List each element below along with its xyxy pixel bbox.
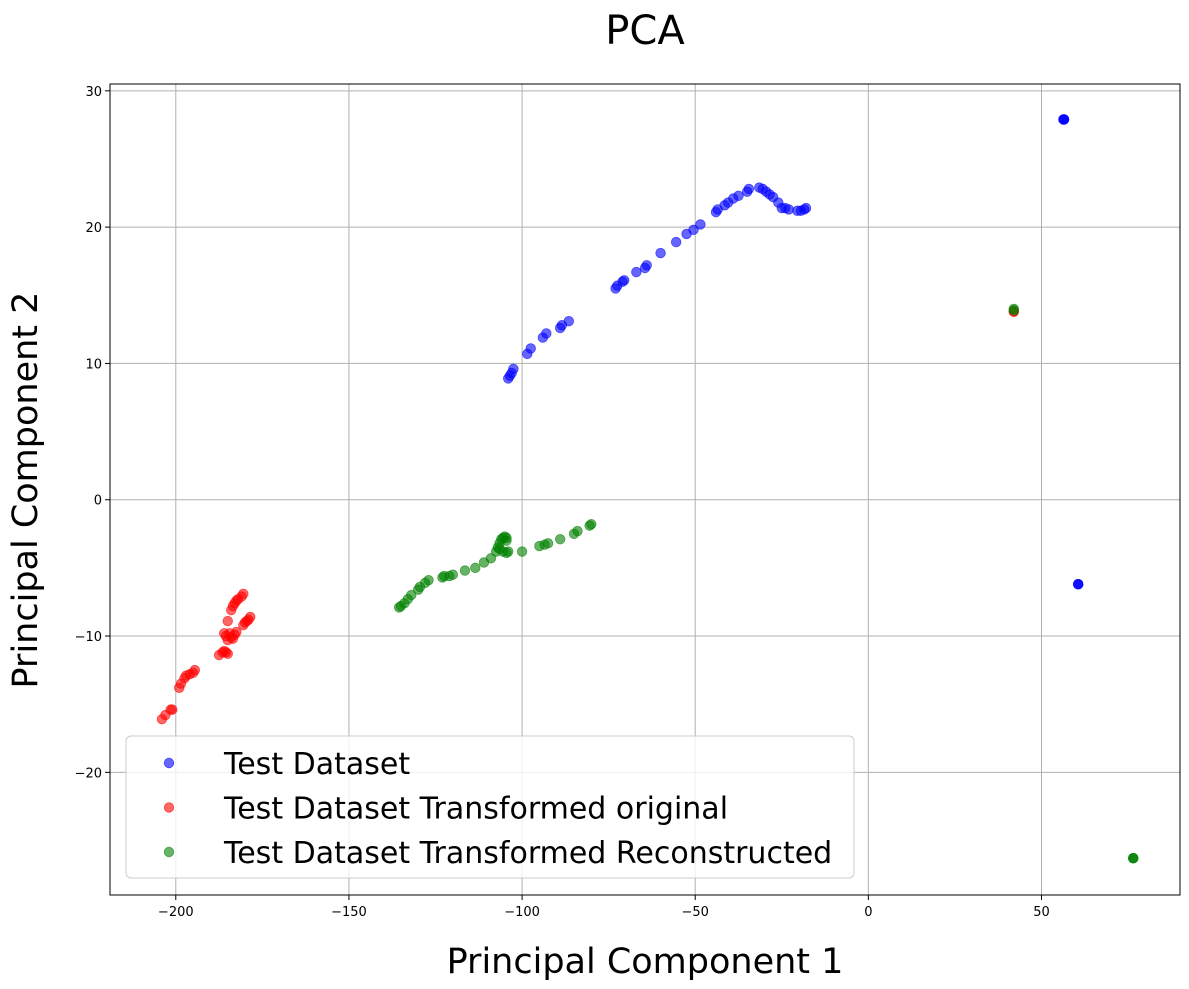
data-point (447, 569, 459, 580)
data-point (508, 363, 519, 375)
data-point (783, 204, 794, 215)
data-point (245, 611, 256, 623)
x-tick-label: 0 (864, 905, 872, 920)
data-point (222, 648, 233, 659)
legend-label: Test Dataset Transformed Reconstructed (223, 836, 832, 871)
data-point (733, 190, 744, 201)
legend-marker (163, 846, 175, 858)
legend-label: Test Dataset (223, 747, 410, 782)
data-point (554, 534, 566, 545)
data-point (1008, 303, 1019, 315)
x-tick-label: −50 (681, 905, 708, 920)
data-point (800, 202, 812, 214)
data-point (619, 275, 630, 286)
chart-title: PCA (605, 8, 685, 54)
plot-area-frame (109, 83, 1181, 896)
data-point (222, 615, 233, 627)
data-point (1128, 852, 1139, 864)
y-tick-label: 20 (85, 221, 102, 236)
y-tick-label: −20 (75, 766, 102, 781)
data-point (503, 546, 514, 557)
x-tick-label: −150 (331, 905, 367, 920)
legend-marker (163, 802, 175, 813)
data-point (231, 626, 242, 638)
data-point (459, 565, 471, 576)
data-point (501, 535, 512, 546)
y-tick-label: 0 (94, 494, 102, 509)
legend-label: Test Dataset Transformed original (223, 792, 728, 827)
data-point (189, 664, 201, 676)
data-point (655, 247, 666, 259)
data-point (423, 574, 434, 586)
legend-box (125, 735, 855, 879)
data-points (156, 114, 1139, 864)
data-point (541, 328, 552, 339)
data-point (167, 704, 178, 715)
y-tick-label: 30 (85, 85, 102, 100)
data-point (525, 343, 536, 354)
data-point (406, 589, 417, 601)
y-axis-label: Principal Component 2 (6, 292, 46, 689)
data-point (1058, 114, 1069, 125)
data-point (586, 519, 597, 530)
data-point (542, 538, 554, 549)
data-point (572, 525, 583, 537)
y-tick-label: 10 (85, 357, 102, 372)
x-tick-label: −100 (504, 905, 540, 920)
data-point (1072, 579, 1084, 590)
legend: Test Dataset Test Dataset Transformed ori… (125, 735, 855, 879)
data-point (470, 562, 481, 574)
legend-marker (163, 757, 175, 769)
x-tick-label: 50 (1033, 905, 1050, 920)
data-point (485, 553, 497, 564)
y-tick-label: −10 (75, 630, 102, 645)
data-point (563, 315, 575, 327)
x-axis-label: Principal Component 1 (447, 942, 844, 982)
data-point (670, 236, 682, 248)
data-point (743, 183, 755, 195)
data-point (695, 219, 706, 230)
data-point (641, 260, 652, 271)
data-point (688, 224, 699, 236)
data-point (516, 546, 528, 557)
data-point (238, 588, 249, 599)
data-point (631, 266, 642, 278)
x-tick-label: −200 (158, 905, 194, 920)
